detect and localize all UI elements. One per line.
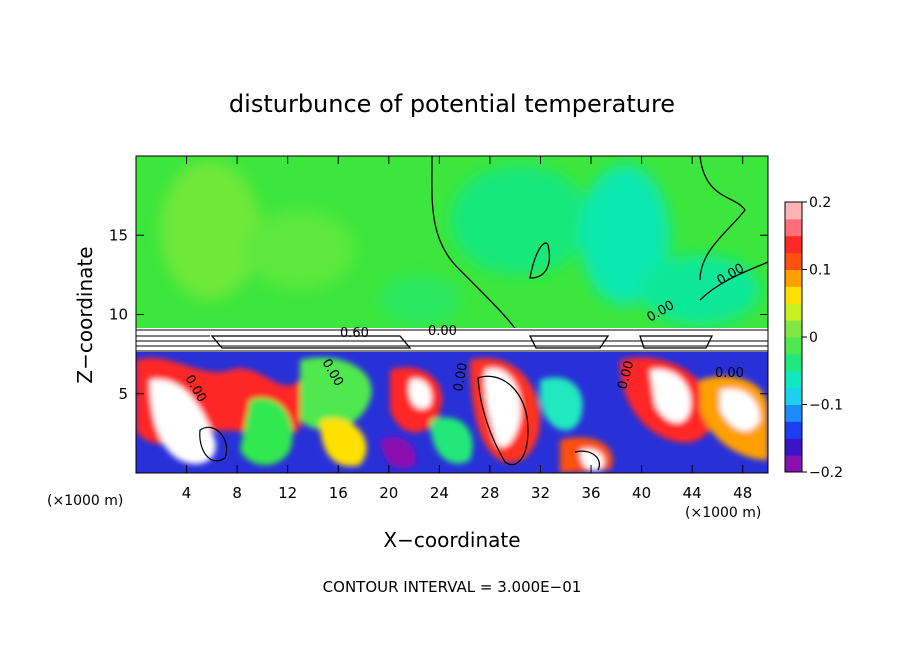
colorbar-swatch — [785, 235, 802, 254]
contour-line — [574, 450, 600, 471]
contour-label: 0.00 — [615, 359, 637, 391]
y-axis-label: Z−coordinate — [73, 246, 97, 383]
x-tick-label: 32 — [531, 484, 550, 502]
colorbar-tick-label: −0.1 — [809, 398, 843, 414]
colorbar-swatch — [785, 252, 802, 270]
y-tick-label: 15 — [109, 226, 128, 244]
colorbar-swatch — [785, 286, 802, 304]
contour-label: 0.00 — [715, 366, 744, 381]
contour-line — [699, 156, 746, 281]
colorbar-tick-label: 0.1 — [809, 263, 831, 279]
x-tick-label: 44 — [683, 484, 702, 502]
upper-anomalies — [160, 160, 760, 325]
colorbar-swatch — [785, 387, 802, 405]
x-unit-left: (×1000 m) — [47, 493, 123, 509]
chart-title: disturbunce of potential temperature — [229, 90, 675, 118]
colorbar-swatch — [785, 337, 802, 355]
x-tick-label: 36 — [581, 484, 600, 502]
colorbar: 0.2 0.1 0 −0.1 −0.2 — [784, 195, 843, 481]
lower-structures — [136, 357, 768, 473]
y-tick-label: 5 — [118, 385, 128, 403]
x-axis-label: X−coordinate — [383, 528, 520, 552]
contour-label: 0.00 — [451, 362, 471, 393]
x-tick-label: 8 — [232, 484, 242, 502]
contour-line — [639, 335, 714, 349]
colorbar-tick-label: 0.2 — [809, 195, 831, 211]
contour-line — [199, 426, 228, 462]
contour-line — [699, 261, 768, 301]
colorbar-swatch — [785, 269, 802, 287]
x-axis: 4 8 12 16 20 24 28 32 36 40 44 48 — [182, 156, 752, 502]
y-axis: 5 10 15 — [109, 226, 768, 403]
x-tick-label: 4 — [182, 484, 192, 502]
colorbar-tick-label: −0.2 — [809, 465, 843, 481]
x-tick-label: 48 — [733, 484, 752, 502]
colorbar-swatch — [785, 303, 802, 321]
colorbar-swatch — [785, 353, 802, 372]
colorbar-swatch — [785, 218, 802, 237]
colorbar-swatch — [785, 202, 802, 220]
contour-line — [136, 329, 768, 352]
x-tick-label: 16 — [329, 484, 348, 502]
colorbar-swatch — [785, 404, 802, 422]
x-unit-right: (×1000 m) — [685, 505, 761, 521]
contour-line — [431, 156, 521, 336]
colorbar-swatch — [785, 455, 802, 473]
contour-line — [477, 375, 529, 466]
x-tick-label: 28 — [480, 484, 499, 502]
x-tick-label: 24 — [430, 484, 449, 502]
contour-line — [528, 335, 610, 349]
x-tick-label: 40 — [632, 484, 651, 502]
colorbar-swatch — [785, 438, 802, 456]
x-tick-label: 12 — [278, 484, 297, 502]
heatmap-field — [136, 156, 768, 473]
y-tick-label: 10 — [109, 306, 128, 324]
contour-interval-note: CONTOUR INTERVAL = 3.000E−01 — [323, 578, 582, 596]
colorbar-swatch — [785, 421, 802, 439]
contour-line — [529, 242, 551, 279]
colorbar-swatch — [785, 320, 802, 338]
x-tick-label: 20 — [379, 484, 398, 502]
colorbar-swatch — [785, 370, 802, 389]
colorbar-tick-label: 0 — [809, 330, 818, 346]
contour-label: 0.00 — [428, 324, 457, 339]
contour-line — [210, 335, 412, 349]
contour-label: 0.60 — [340, 326, 369, 341]
